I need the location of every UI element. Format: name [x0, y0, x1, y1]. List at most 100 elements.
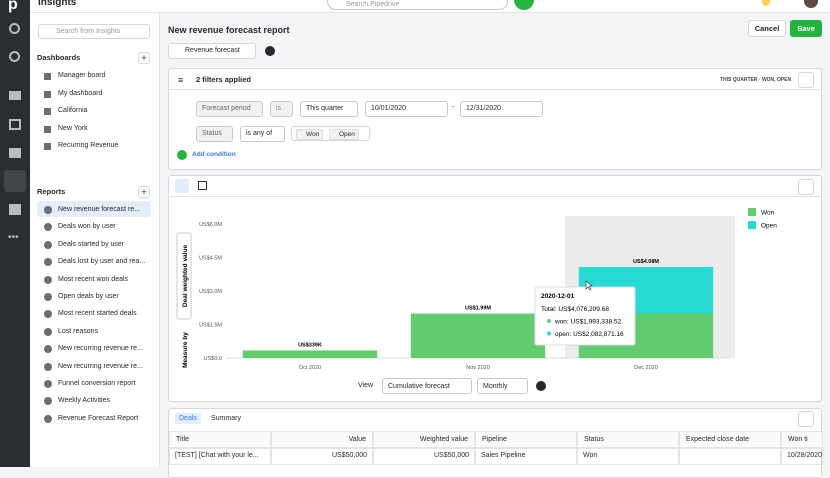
nav-icon[interactable]: [9, 119, 21, 130]
tooltip-dot: [547, 319, 551, 323]
cell-text: US$50,000: [433, 452, 469, 459]
column-header[interactable]: Expected close date: [679, 431, 781, 448]
report-item[interactable]: Weekly Activities: [58, 397, 110, 405]
report-item[interactable]: Revenue Forecast Report: [58, 414, 139, 422]
view-select[interactable]: Cumulative forecast: [382, 378, 472, 394]
tooltip-total: Total: US$4,076,209.68: [541, 306, 609, 313]
logo: p: [8, 0, 18, 13]
add-report[interactable]: +: [138, 186, 150, 198]
reports-heading[interactable]: Reports: [37, 187, 66, 196]
filter-start[interactable]: 10/01/2020: [365, 101, 448, 117]
filter-tags[interactable]: Won Open: [291, 126, 370, 141]
add-button[interactable]: [514, 0, 534, 10]
filter-operator[interactable]: is any of: [240, 126, 285, 142]
filter-panel: [168, 68, 822, 170]
dashboard-item[interactable]: California: [58, 107, 88, 114]
report-item[interactable]: Most recent won deals: [58, 275, 129, 283]
column-header[interactable]: Won ti: [781, 431, 823, 448]
dashboard-icon: [44, 90, 51, 98]
report-item[interactable]: Deals lost by user and rea...: [58, 258, 146, 266]
collapse-button[interactable]: [798, 179, 814, 195]
dashboard-icon: [44, 73, 51, 80]
tips-icon[interactable]: [762, 0, 770, 6]
nav-icon[interactable]: [9, 23, 20, 34]
report-icon: [44, 258, 52, 267]
help-icon[interactable]: [536, 381, 546, 391]
collapse-button[interactable]: [798, 72, 814, 88]
save-button[interactable]: Save: [790, 20, 822, 37]
dashboard-item[interactable]: New York: [58, 124, 88, 132]
y-axis-label: Deal weighted value: [182, 245, 189, 308]
y-tick-label: US$6.0M: [199, 222, 222, 228]
table-view-button[interactable]: [198, 181, 207, 190]
measure-select[interactable]: [176, 232, 192, 320]
report-item[interactable]: New recurring revenue re...: [58, 345, 143, 353]
add-condition[interactable]: Add condition: [192, 151, 236, 158]
nav-icon[interactable]: [9, 148, 21, 158]
nav-icon[interactable]: [9, 91, 21, 100]
dashboard-item[interactable]: Recurring Revenue: [58, 142, 119, 149]
cursor: [585, 280, 593, 291]
report-item[interactable]: New recurring revenue re...: [58, 362, 143, 370]
report-item[interactable]: Deals started by user: [58, 240, 125, 248]
report-item[interactable]: Open deals by user: [58, 293, 119, 300]
nav-icon[interactable]: [9, 51, 20, 62]
top-bar: Insights Search Pipedrive: [30, 0, 830, 13]
report-item[interactable]: Lost reasons: [58, 327, 99, 335]
selected-report: [37, 201, 151, 217]
table-cell: [271, 448, 373, 465]
tab[interactable]: Summary: [211, 415, 241, 422]
column-header[interactable]: Status: [577, 431, 679, 448]
table-cell: [373, 448, 475, 465]
column-header[interactable]: Weighted value: [373, 431, 475, 448]
filter-period[interactable]: This quarter: [300, 101, 358, 117]
help-icon[interactable]: [265, 46, 275, 56]
report-icon: [44, 414, 52, 423]
y-tick-label: US$4.5M: [199, 256, 222, 262]
report-type-select[interactable]: Revenue forecast: [168, 43, 256, 59]
column-header[interactable]: Pipeline: [475, 431, 577, 448]
column-header[interactable]: Title: [169, 431, 271, 448]
filter-tag[interactable]: Won: [296, 129, 324, 140]
filter-field[interactable]: Forecast period: [196, 101, 263, 117]
y-tick-label: US$3.0M: [199, 289, 222, 295]
add-dashboard[interactable]: +: [138, 52, 150, 64]
cell-text: 10/28/2020: [787, 452, 823, 459]
collapse-button[interactable]: [798, 411, 814, 427]
report-item[interactable]: Most recent started deals: [58, 310, 137, 318]
dashboard-item[interactable]: My dashboard: [58, 89, 103, 97]
measure-label: Measure by: [182, 332, 189, 368]
nav-more[interactable]: •••: [8, 232, 19, 243]
chart-view-button[interactable]: [175, 179, 189, 193]
x-tick-label: Dec 2020: [634, 365, 658, 371]
report-icon: [44, 240, 52, 249]
report-item[interactable]: Deals won by user: [58, 223, 116, 231]
dashboard-item[interactable]: Manager board: [58, 72, 106, 79]
global-search[interactable]: Search Pipedrive: [327, 0, 508, 10]
nav-rail: p •••: [0, 0, 30, 467]
cancel-button[interactable]: Cancel: [748, 20, 786, 37]
dashboards-heading[interactable]: Dashboards: [37, 53, 81, 62]
nav-icon[interactable]: [9, 204, 21, 215]
filter-tag[interactable]: Open: [329, 129, 359, 140]
filter-end[interactable]: 12/31/2020: [460, 101, 543, 117]
report-item[interactable]: Funnel conversion report: [58, 380, 136, 387]
filter-field[interactable]: Status: [196, 126, 233, 142]
interval-select[interactable]: Monthly: [477, 378, 528, 394]
report-item[interactable]: New revenue forecast re...: [58, 206, 141, 213]
tooltip: [534, 286, 636, 346]
dashboard-icon: [44, 125, 51, 133]
filter-operator[interactable]: is: [270, 101, 293, 117]
report-icon: [44, 223, 52, 232]
tab[interactable]: Deals: [175, 413, 201, 424]
cell-text: Won: [583, 452, 598, 459]
table-cell: [577, 448, 679, 465]
bar-total-label: US$1.99M: [465, 306, 491, 312]
bar: [242, 350, 378, 358]
filter-icon[interactable]: ≡: [178, 75, 184, 85]
nav-active[interactable]: [4, 170, 26, 192]
column-header[interactable]: Value: [271, 431, 373, 448]
sidebar-search[interactable]: Search from Insights: [38, 24, 150, 39]
avatar[interactable]: [804, 0, 818, 8]
add-condition-icon[interactable]: [177, 150, 187, 160]
